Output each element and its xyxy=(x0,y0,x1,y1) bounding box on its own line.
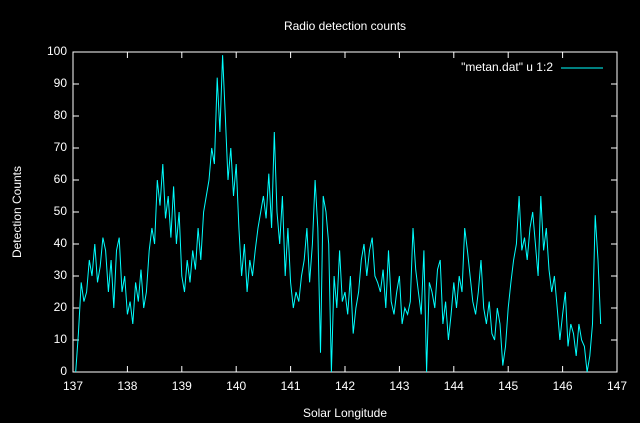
x-tick-label: 145 xyxy=(498,379,518,393)
x-tick-label: 144 xyxy=(444,379,464,393)
y-tick-label: 60 xyxy=(54,172,68,186)
y-tick-label: 100 xyxy=(47,44,67,58)
x-tick-label: 138 xyxy=(117,379,137,393)
y-tick-label: 40 xyxy=(54,236,68,250)
x-tick-label: 146 xyxy=(553,379,573,393)
x-tick-label: 141 xyxy=(281,379,301,393)
x-tick-label: 143 xyxy=(389,379,409,393)
legend-label: "metan.dat" u 1:2 xyxy=(461,60,553,74)
y-tick-label: 10 xyxy=(54,332,68,346)
y-tick-label: 30 xyxy=(54,268,68,282)
y-tick-label: 50 xyxy=(54,204,68,218)
x-tick-label: 147 xyxy=(607,379,627,393)
x-tick-label: 140 xyxy=(226,379,246,393)
x-tick-label: 137 xyxy=(63,379,83,393)
x-axis-label: Solar Longitude xyxy=(303,406,387,420)
data-line xyxy=(75,55,602,373)
y-tick-label: 90 xyxy=(54,76,68,90)
plot-border xyxy=(72,51,618,373)
chart-title: Radio detection counts xyxy=(284,19,406,33)
x-tick-label: 142 xyxy=(335,379,355,393)
y-tick-label: 20 xyxy=(54,300,68,314)
x-tick-label: 139 xyxy=(172,379,192,393)
y-tick-label: 80 xyxy=(54,108,68,122)
y-tick-label: 0 xyxy=(60,364,67,378)
y-axis-label: Detection Counts xyxy=(10,166,24,258)
y-tick-label: 70 xyxy=(54,140,68,154)
